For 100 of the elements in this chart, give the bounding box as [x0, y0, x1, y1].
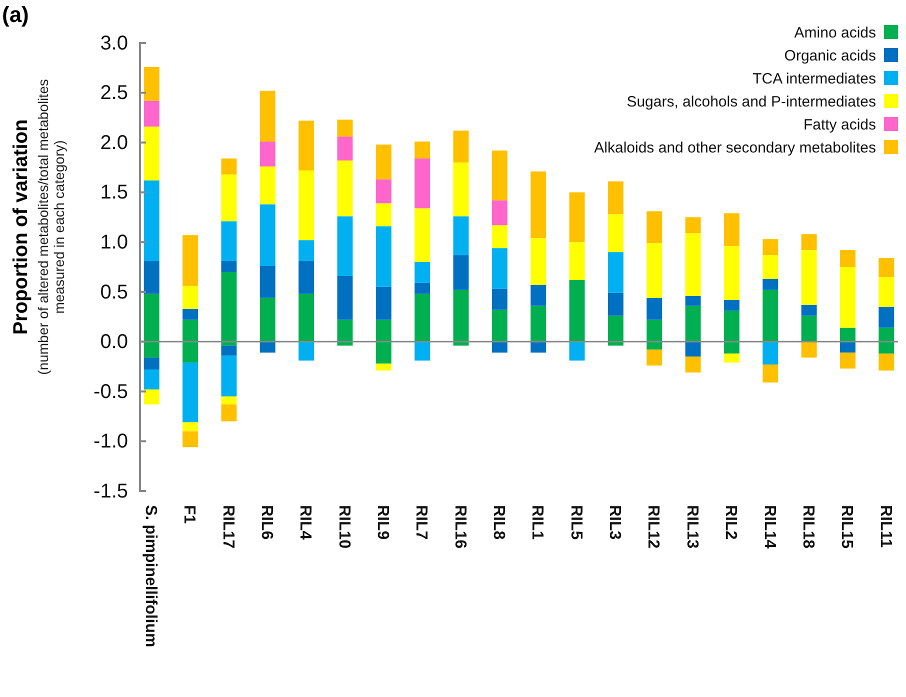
- bar: [685, 356, 701, 373]
- bar: [762, 364, 778, 382]
- bar: [260, 266, 276, 298]
- bar: [530, 171, 546, 238]
- bar: [762, 342, 778, 365]
- bar: [608, 252, 624, 293]
- bar: [414, 158, 430, 208]
- bar: [376, 286, 392, 320]
- bar: [453, 216, 469, 256]
- bar: [182, 286, 198, 309]
- bar: [144, 261, 160, 294]
- y-tick-label: 2.0: [100, 132, 128, 154]
- bar: [646, 298, 662, 320]
- bar: [801, 234, 817, 250]
- bar: [376, 226, 392, 287]
- x-tick-label: RIL17: [219, 505, 236, 549]
- bar: [298, 261, 314, 294]
- bar: [414, 208, 430, 262]
- bar: [144, 180, 160, 262]
- legend-label: Organic acids: [784, 47, 876, 64]
- bar: [144, 66, 160, 101]
- y-tick-label: -1.0: [94, 430, 128, 453]
- bar: [453, 255, 469, 290]
- text: (number of altered metabolites/total metabolites measured in each category): [35, 79, 67, 375]
- bar: [182, 308, 198, 320]
- chart-title: (a): [2, 2, 29, 27]
- x-tick-label: RIL11: [876, 505, 894, 548]
- x-tick-label: RIL2: [722, 505, 740, 540]
- bar: [801, 250, 817, 305]
- x-tick-label: RIL3: [606, 505, 624, 540]
- bar: [569, 192, 585, 242]
- bar: [724, 300, 740, 311]
- bar: [492, 200, 508, 226]
- x-tick-label: RIL12: [644, 505, 662, 549]
- bar: [221, 404, 237, 422]
- bar: [298, 120, 314, 170]
- bar: [298, 170, 314, 240]
- bar: [878, 258, 894, 277]
- bar: [376, 203, 392, 226]
- bar: [762, 290, 778, 342]
- bar: [878, 276, 894, 307]
- y-tick-label: 0.5: [100, 281, 128, 304]
- bar: [221, 174, 237, 222]
- x-tick-label: S. pimpinellifolium: [142, 505, 159, 648]
- bar: [182, 431, 198, 448]
- bar: [221, 158, 237, 174]
- bar: [298, 342, 314, 361]
- bar: [453, 162, 469, 216]
- bar: [530, 238, 546, 285]
- x-tick-label: RIL5: [567, 505, 584, 540]
- bar: [801, 342, 817, 358]
- bar: [298, 294, 314, 342]
- legend-label: Amino acids: [794, 24, 876, 42]
- bar: [221, 396, 237, 404]
- bar: [144, 100, 160, 127]
- bar: [260, 204, 276, 266]
- bar: [801, 304, 817, 316]
- bar: [453, 130, 469, 162]
- x-tick-label: RIL10: [335, 505, 352, 549]
- x-tick-label: RIL7: [412, 505, 430, 540]
- bar: [260, 90, 276, 142]
- bar: [182, 362, 198, 422]
- bar: [608, 214, 624, 252]
- bar: [685, 233, 701, 296]
- y-tick-label: -0.5: [94, 380, 128, 403]
- bar: [221, 356, 237, 396]
- bar: [878, 354, 894, 371]
- bar: [878, 306, 894, 328]
- bar: [221, 272, 237, 342]
- bar: [840, 352, 856, 369]
- bar: [182, 235, 198, 286]
- bar: [144, 358, 160, 370]
- bar: [414, 342, 430, 361]
- bar: [569, 242, 585, 280]
- x-tick-label: RIL15: [838, 505, 856, 549]
- x-tick-label: RIL9: [374, 505, 392, 540]
- y-tick-label: 1.0: [100, 232, 128, 254]
- bar: [144, 370, 160, 390]
- bar: [724, 213, 740, 246]
- bar: [801, 316, 817, 342]
- y-tick-label: 1.5: [100, 182, 128, 204]
- bar: [144, 389, 160, 404]
- y-axis-title: Proportion of variation: [10, 119, 32, 335]
- bar: [221, 261, 237, 272]
- bar: [724, 246, 740, 300]
- y-tick-label: -1.5: [94, 480, 128, 502]
- bar: [337, 160, 353, 216]
- bar: [260, 298, 276, 342]
- bar: [608, 292, 624, 316]
- bar: [337, 276, 353, 320]
- x-tick-label: RIL13: [683, 505, 700, 549]
- x-tick-label: F1: [180, 505, 198, 524]
- bar: [530, 306, 546, 342]
- bar: [492, 225, 508, 248]
- bar: [337, 120, 353, 137]
- bar: [492, 248, 508, 289]
- bar: [762, 239, 778, 256]
- bar: [492, 342, 508, 353]
- bar: [376, 364, 392, 371]
- bar: [414, 282, 430, 294]
